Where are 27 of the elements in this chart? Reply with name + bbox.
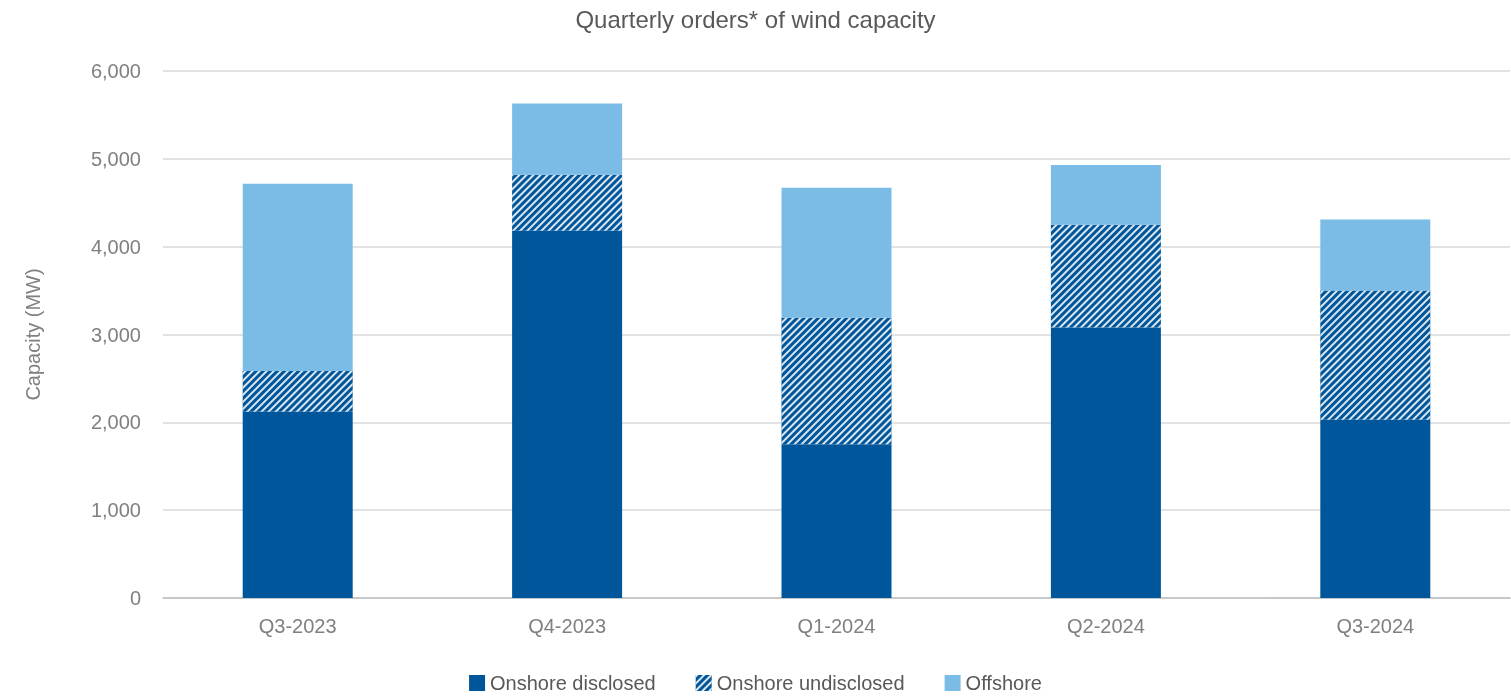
x-tick-label: Q1-2024 xyxy=(797,615,876,637)
bar xyxy=(242,183,353,371)
x-tick-label: Q3-2023 xyxy=(258,615,337,637)
y-tick-label: 1,000 xyxy=(90,499,141,522)
y-tick-label: 0 xyxy=(129,587,141,609)
bar xyxy=(781,187,892,318)
x-tick-label: Q3-2024 xyxy=(1336,615,1415,637)
bar xyxy=(781,444,892,598)
y-tick-label: 5,000 xyxy=(90,147,141,170)
y-tick-label: 3,000 xyxy=(90,323,141,346)
bar xyxy=(1320,419,1431,598)
bar xyxy=(512,103,623,175)
x-tick-label: Q2-2024 xyxy=(1066,615,1145,637)
bar xyxy=(1050,164,1161,225)
y-axis-title: Capacity (MW) xyxy=(22,268,44,401)
bar xyxy=(1320,219,1431,291)
bar xyxy=(512,230,623,598)
legend-label: Offshore xyxy=(965,672,1042,694)
y-tick-label: 6,000 xyxy=(90,60,141,82)
legend-label: Onshore undisclosed xyxy=(716,672,905,694)
x-tick-label: Q4-2023 xyxy=(528,615,607,637)
chart-title: Quarterly orders* of wind capacity xyxy=(575,5,936,33)
y-tick-label: 4,000 xyxy=(90,235,141,258)
bar xyxy=(242,411,353,598)
legend-label: Onshore disclosed xyxy=(490,672,656,694)
y-tick-label: 2,000 xyxy=(90,411,141,434)
bar xyxy=(1050,327,1161,598)
